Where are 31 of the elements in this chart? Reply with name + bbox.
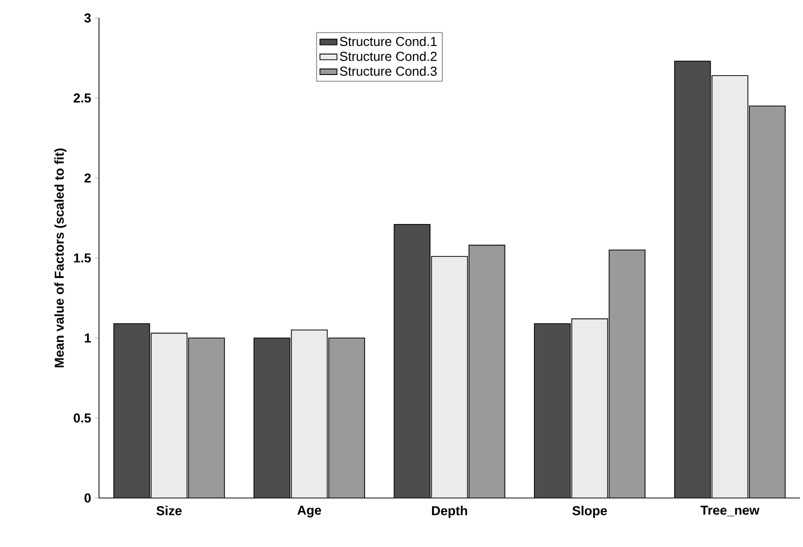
bar — [254, 338, 290, 498]
legend-label: Structure Cond.2 — [340, 51, 437, 61]
y-tick-label: 3 — [84, 13, 91, 23]
bar — [291, 330, 328, 498]
bar — [748, 106, 786, 498]
bar — [151, 333, 188, 498]
x-tick-label: Age — [297, 506, 322, 518]
bar — [432, 256, 468, 498]
legend-label: Structure Cond.3 — [340, 66, 437, 76]
bar — [674, 60, 711, 498]
y-tick-label: 1.5 — [74, 253, 91, 263]
y-tick-label: 2.5 — [74, 93, 91, 103]
y-tick-label: 0 — [84, 493, 91, 503]
x-tick-label: Depth — [432, 506, 468, 518]
y-axis-title: Mean value of Factors (scaled to fit) — [54, 148, 66, 368]
bar — [328, 338, 365, 498]
bar — [609, 250, 646, 498]
y-tick-label: 0.5 — [74, 413, 91, 423]
bar — [534, 324, 570, 498]
legend-label: Structure Cond.1 — [340, 36, 437, 46]
bar — [114, 324, 150, 498]
x-tick-label: Tree_new — [700, 506, 760, 516]
bar — [394, 224, 430, 498]
y-tick-label: 1 — [84, 334, 91, 342]
bar — [188, 338, 224, 498]
bar — [572, 318, 608, 498]
y-tick-label: 2 — [84, 173, 91, 183]
bar — [468, 245, 505, 498]
x-tick-label: Slope — [572, 506, 607, 518]
x-tick-label: Size — [156, 506, 182, 516]
bar — [712, 75, 748, 498]
